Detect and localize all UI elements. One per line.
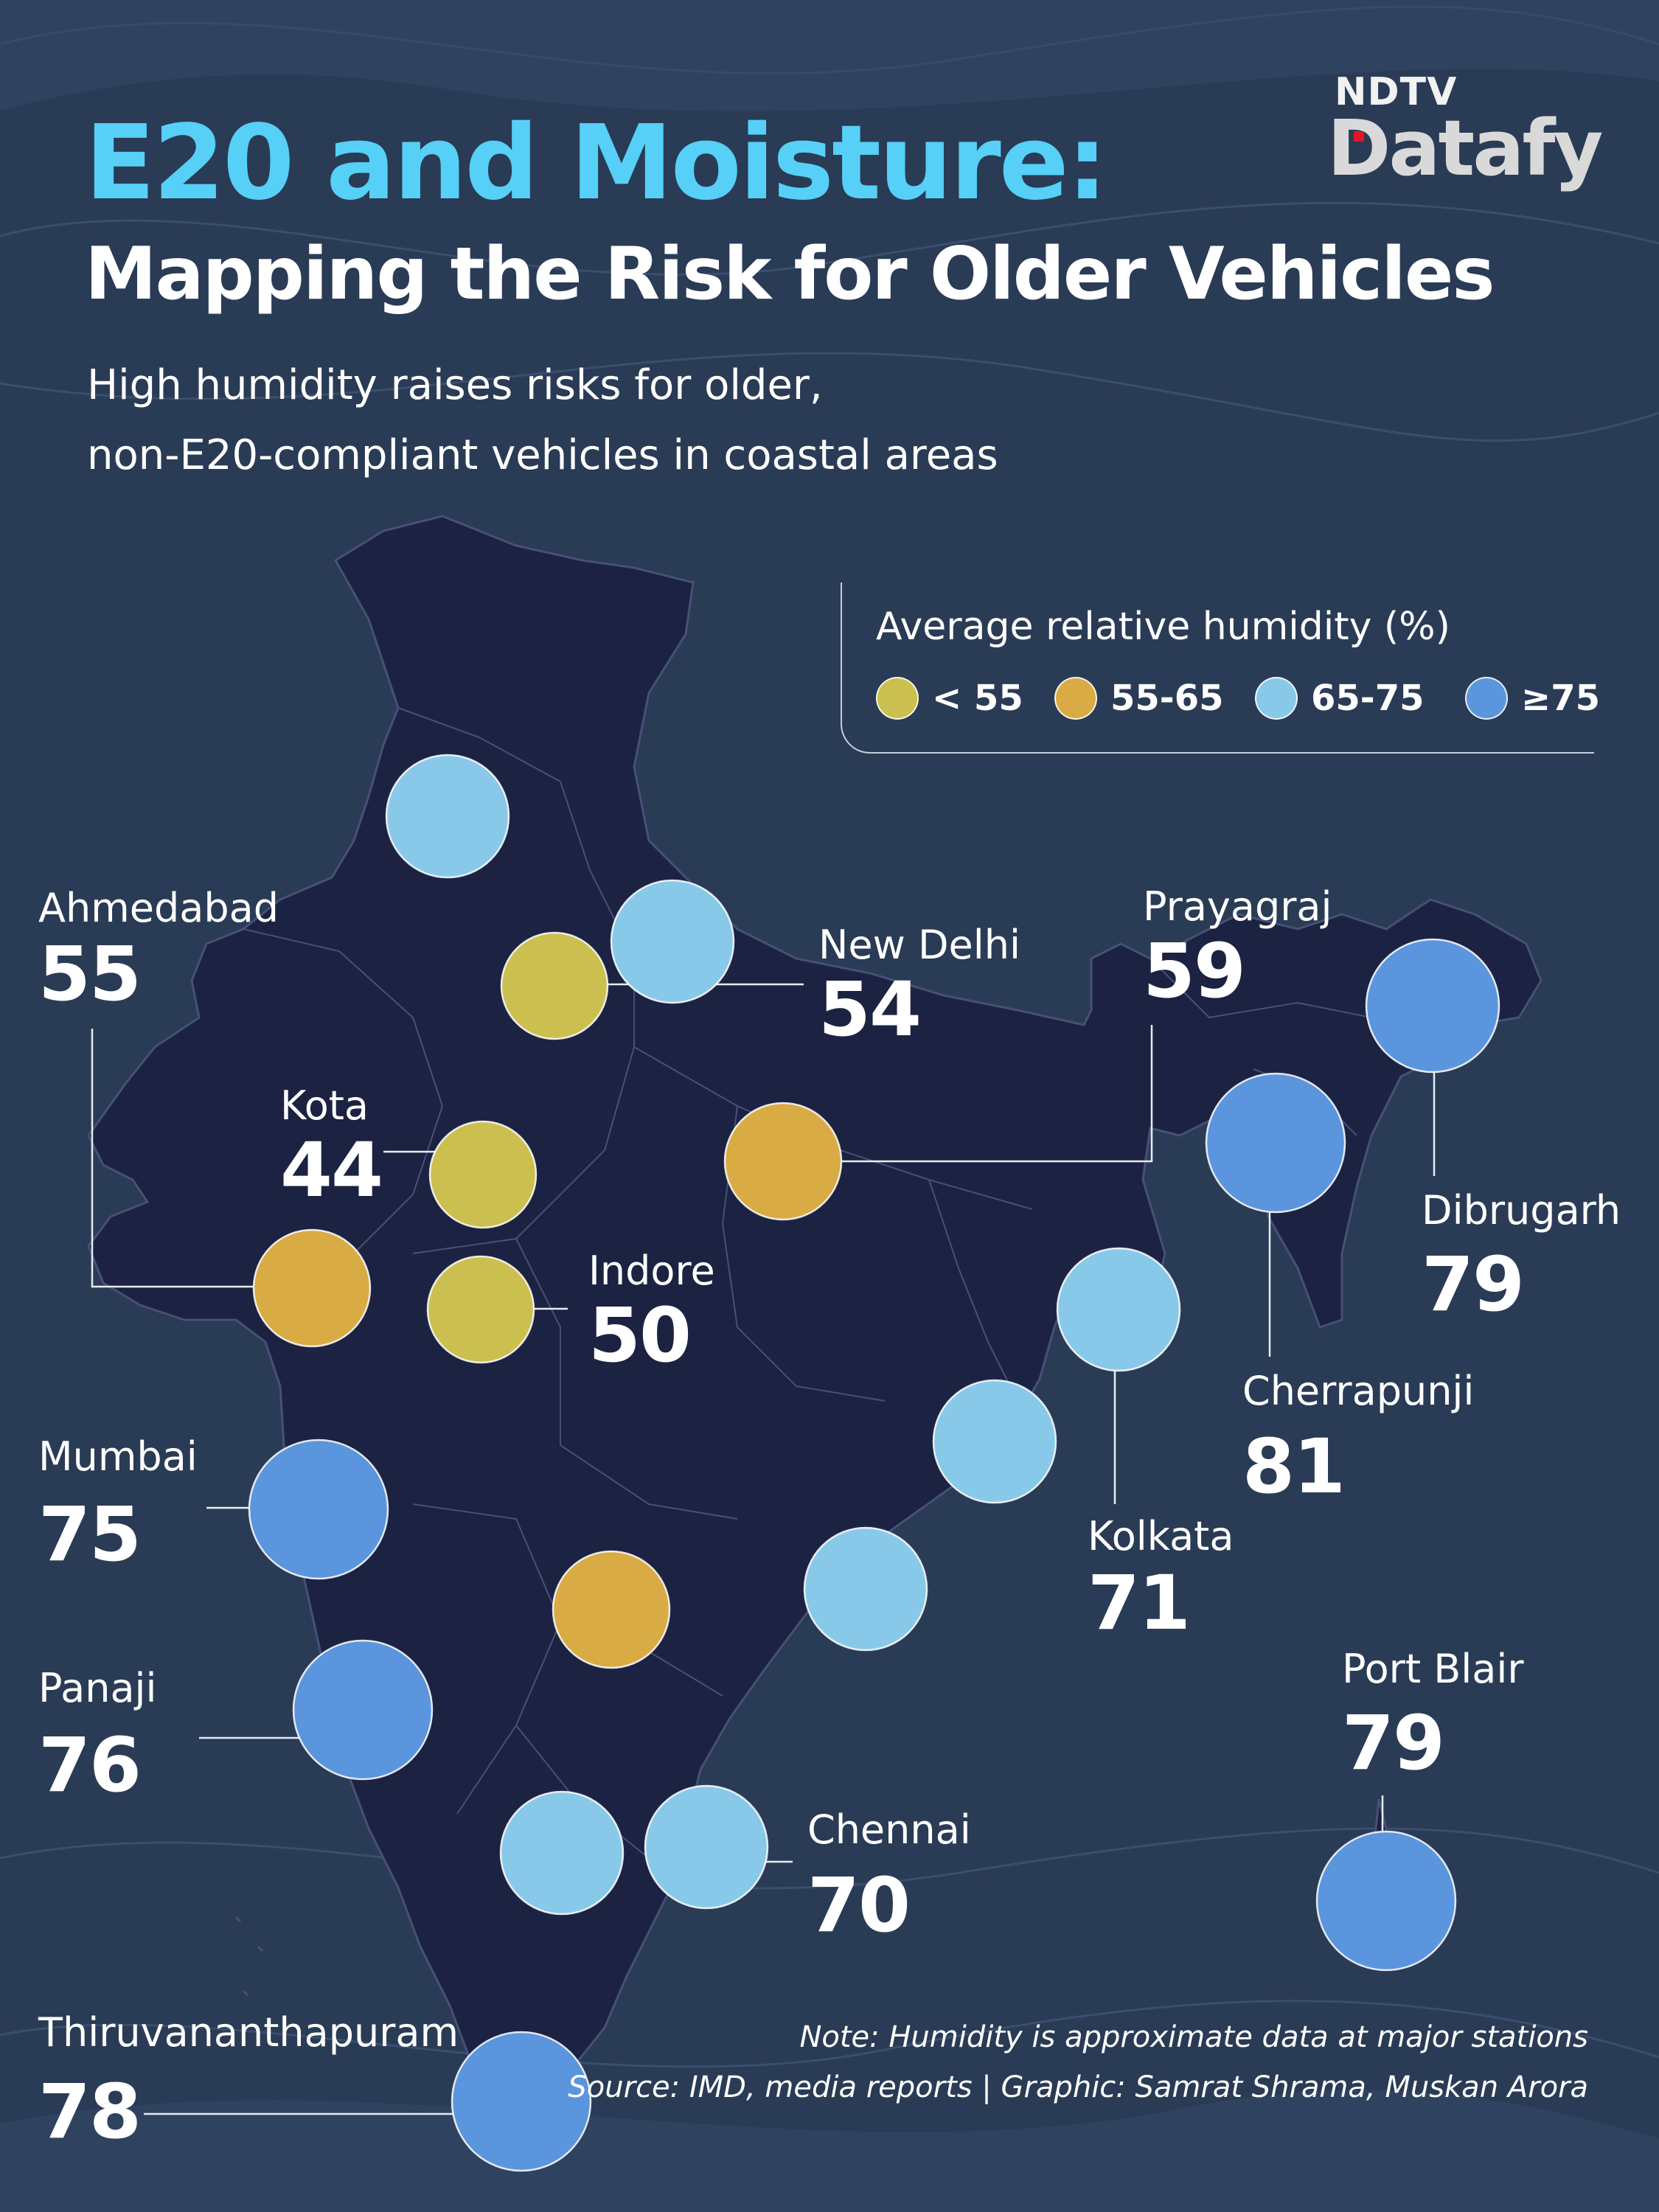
city-name-chennai: Chennai	[807, 1806, 971, 1853]
bubble-visakhapatnam	[803, 1526, 928, 1652]
legend-item-lt55: < 55	[876, 677, 1023, 720]
city-value-cherrapunji: 81	[1242, 1423, 1346, 1511]
bubble-dibrugarh	[1365, 938, 1500, 1074]
city-value-kota: 44	[280, 1127, 383, 1214]
city-name-panaji: Panaji	[38, 1665, 157, 1711]
legend-swatch-icon	[1054, 677, 1097, 720]
legend-label: 65-75	[1311, 678, 1425, 719]
bubble-hyderabad	[552, 1550, 671, 1669]
footer-note: Note: Humidity is approximate data at ma…	[799, 2020, 1588, 2054]
bubble-kota	[428, 1120, 538, 1229]
bubble-bengaluru	[499, 1790, 625, 1916]
legend-item-55-65: 55-65	[1054, 677, 1224, 720]
bubble-bhubaneswar	[932, 1379, 1057, 1504]
bubble-chandigarh	[610, 879, 735, 1004]
bubble-chennai	[644, 1784, 769, 1910]
city-name-indore: Indore	[588, 1248, 715, 1294]
bubble-prayagraj	[723, 1102, 843, 1221]
legend-swatch-icon	[1465, 677, 1508, 720]
bubble-indore	[426, 1255, 535, 1364]
legend-title: Average relative humidity (%)	[876, 605, 1450, 649]
city-name-kota: Kota	[280, 1082, 369, 1129]
page-subtitle: Mapping the Risk for Older Vehicles	[85, 232, 1495, 316]
legend-label: < 55	[932, 678, 1023, 719]
bubble-thiruvananthapuram	[451, 2031, 592, 2172]
legend-swatch-icon	[876, 677, 919, 720]
bubble-ahmedabad	[252, 1228, 372, 1348]
city-value-port-blair: 79	[1342, 1700, 1445, 1787]
city-name-thiruvananthapuram: Thiruvananthapuram	[38, 2009, 459, 2056]
city-value-kolkata: 71	[1088, 1559, 1191, 1647]
city-name-mumbai: Mumbai	[38, 1433, 198, 1480]
brand-datafy-logo: Datafy	[1327, 103, 1603, 193]
city-value-dibrugarh: 79	[1422, 1241, 1525, 1329]
city-name-port-blair: Port Blair	[1342, 1646, 1524, 1692]
legend-item-65-75: 65-75	[1255, 677, 1425, 720]
city-name-new-delhi: New Delhi	[818, 922, 1020, 968]
bubble-mumbai	[248, 1439, 389, 1580]
city-name-prayagraj: Prayagraj	[1143, 883, 1332, 930]
city-name-cherrapunji: Cherrapunji	[1242, 1368, 1475, 1414]
page-title: E20 and Moisture:	[85, 103, 1108, 223]
bubble-panaji	[292, 1639, 434, 1781]
footer-source: Source: IMD, media reports | Graphic: Sa…	[568, 2070, 1588, 2104]
legend-swatch-icon	[1255, 677, 1298, 720]
city-value-prayagraj: 59	[1143, 928, 1246, 1015]
humidity-bubbles	[248, 754, 1500, 2172]
brand-red-dot-icon	[1354, 131, 1364, 142]
legend-frame	[841, 582, 1594, 754]
city-value-panaji: 76	[38, 1722, 142, 1809]
bubble-srinagar	[385, 754, 510, 879]
legend-label: 55-65	[1110, 678, 1224, 719]
bubble-new-delhi	[500, 931, 609, 1040]
bubble-port-blair	[1315, 1830, 1457, 1972]
description-line-2: non-E20-compliant vehicles in coastal ar…	[87, 431, 998, 479]
city-value-ahmedabad: 55	[38, 931, 142, 1018]
lakshadweep-islands	[234, 1916, 264, 1997]
city-value-mumbai: 75	[38, 1491, 142, 1579]
city-value-new-delhi: 54	[818, 966, 922, 1054]
legend-item-gte75: ≥75	[1465, 677, 1600, 720]
legend-label: ≥75	[1521, 678, 1601, 719]
city-name-kolkata: Kolkata	[1088, 1513, 1234, 1559]
city-value-chennai: 70	[807, 1862, 911, 1950]
description-line-1: High humidity raises risks for older,	[87, 361, 823, 409]
bubble-cherrapunji	[1205, 1072, 1346, 1214]
bubble-kolkata	[1056, 1247, 1181, 1372]
city-value-thiruvananthapuram: 78	[38, 2068, 142, 2156]
city-name-ahmedabad: Ahmedabad	[38, 885, 279, 931]
city-value-indore: 50	[588, 1292, 692, 1380]
city-name-dibrugarh: Dibrugarh	[1422, 1187, 1621, 1234]
brand-ndtv-logo: NDTV	[1335, 70, 1458, 114]
